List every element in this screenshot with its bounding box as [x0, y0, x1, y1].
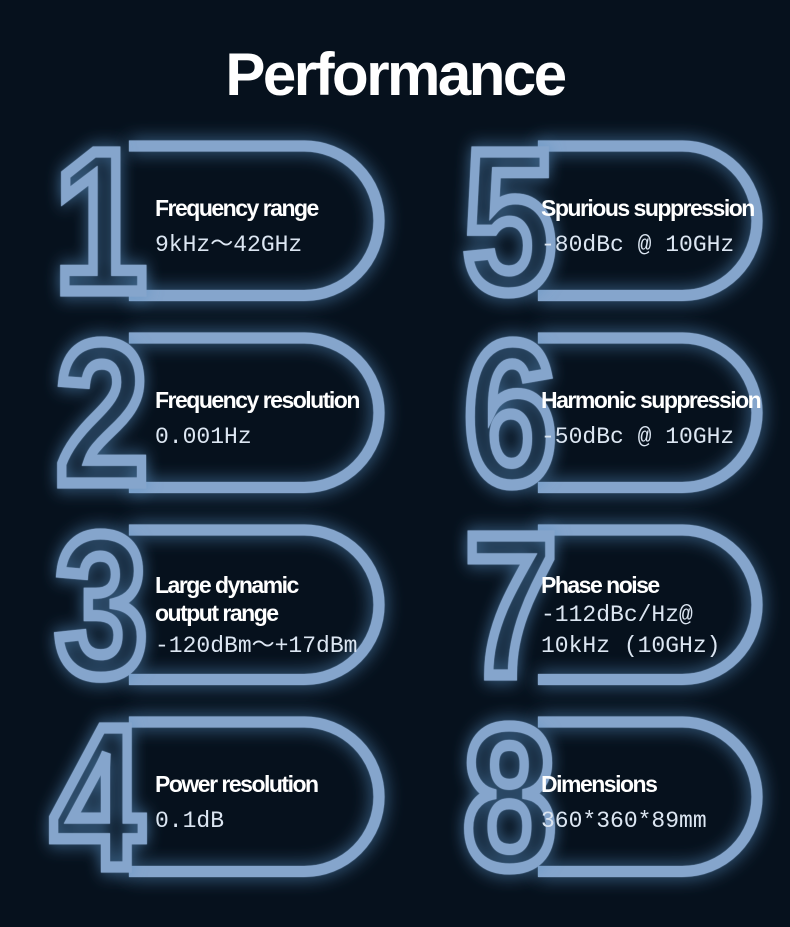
svg-text:8: 8	[463, 685, 555, 910]
svg-text:4: 4	[51, 685, 143, 910]
